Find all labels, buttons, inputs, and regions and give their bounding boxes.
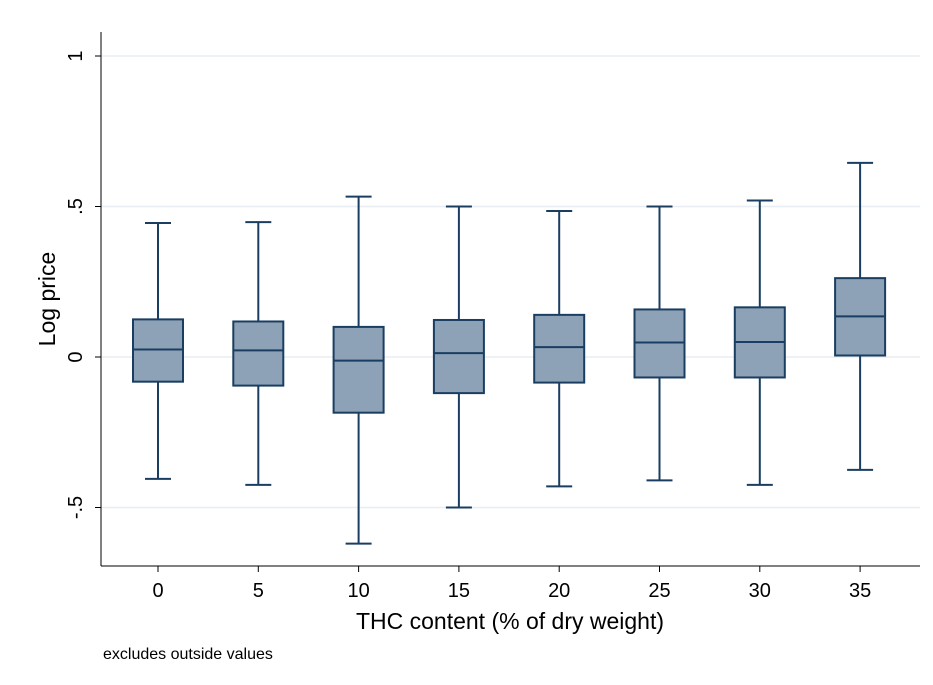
y-tick-labels: -.5 0 .5 1 bbox=[65, 50, 101, 519]
box-iqr bbox=[533, 313, 586, 384]
box-35 bbox=[834, 161, 887, 471]
box-0 bbox=[132, 222, 184, 480]
x-tick-label: 30 bbox=[749, 580, 771, 602]
box-20 bbox=[533, 210, 586, 488]
box-iqr bbox=[232, 320, 285, 387]
y-tick-label: 0 bbox=[65, 351, 87, 362]
x-tick-label: 0 bbox=[152, 580, 163, 602]
box-iqr bbox=[332, 325, 385, 414]
x-tick-label: 15 bbox=[448, 580, 470, 602]
x-tick-label: 20 bbox=[548, 580, 570, 602]
axes bbox=[100, 32, 920, 567]
box-10 bbox=[332, 195, 385, 545]
y-tick-label: .5 bbox=[65, 198, 87, 215]
box-5 bbox=[232, 221, 285, 486]
x-tick-label: 5 bbox=[253, 580, 264, 602]
box-15 bbox=[432, 205, 485, 509]
x-tick-label: 25 bbox=[648, 580, 670, 602]
x-axis-title: THC content (% of dry weight) bbox=[356, 608, 664, 634]
chart-note: excludes outside values bbox=[103, 646, 273, 663]
x-tick-label: 35 bbox=[849, 580, 871, 602]
x-tick-label: 10 bbox=[347, 580, 369, 602]
y-axis-title: Log price bbox=[34, 252, 60, 347]
box-25 bbox=[633, 205, 686, 482]
box-series bbox=[132, 161, 887, 545]
x-tick-labels: 0 5 10 15 20 25 30 35 bbox=[152, 566, 871, 602]
y-tick-label: 1 bbox=[65, 50, 87, 61]
box-iqr bbox=[432, 318, 485, 395]
y-tick-label: -.5 bbox=[65, 496, 87, 519]
grid-lines bbox=[101, 55, 920, 509]
box-30 bbox=[733, 199, 786, 486]
box-iqr bbox=[132, 318, 184, 383]
